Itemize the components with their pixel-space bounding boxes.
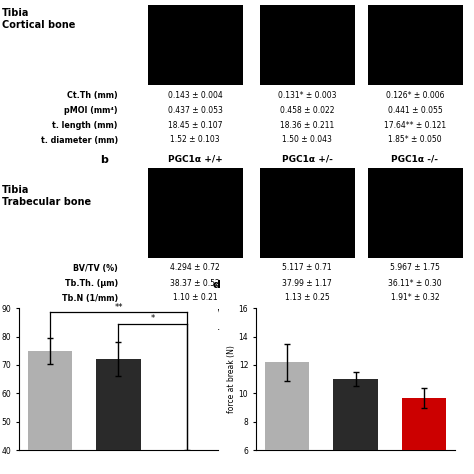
Text: 0.143 ± 0.004: 0.143 ± 0.004 xyxy=(168,91,222,100)
Text: Tibia
Trabecular bone: Tibia Trabecular bone xyxy=(2,185,91,207)
Text: D.Anisotropy: D.Anisotropy xyxy=(59,309,118,318)
Bar xyxy=(148,5,243,85)
Text: 1.13 ± 0.25: 1.13 ± 0.25 xyxy=(284,293,329,302)
Text: 17.64** ± 0.121: 17.64** ± 0.121 xyxy=(384,120,446,129)
Bar xyxy=(368,168,463,258)
Text: *: * xyxy=(151,314,155,323)
Text: 1.52 ± 0.103: 1.52 ± 0.103 xyxy=(170,136,220,145)
Text: 1.91* ± 0.32: 1.91* ± 0.32 xyxy=(391,293,439,302)
Bar xyxy=(401,398,446,474)
Text: 37.99 ± 1.17: 37.99 ± 1.17 xyxy=(282,279,332,288)
Bar xyxy=(368,5,463,85)
Text: PGC1α +/-: PGC1α +/- xyxy=(282,155,332,164)
Text: t. length (mm): t. length (mm) xyxy=(53,120,118,129)
Bar xyxy=(148,168,243,258)
Text: 5.117 ± 0.71: 5.117 ± 0.71 xyxy=(282,264,332,273)
Text: d: d xyxy=(212,280,220,290)
Text: 18.45 ± 0.107: 18.45 ± 0.107 xyxy=(168,120,222,129)
Bar xyxy=(164,456,209,474)
Text: Ct.Th (mm): Ct.Th (mm) xyxy=(67,91,118,100)
Text: pMOI (mm⁴): pMOI (mm⁴) xyxy=(64,106,118,115)
Text: 18.36 ± 0.211: 18.36 ± 0.211 xyxy=(280,120,334,129)
Text: 1.85* ± 0.050: 1.85* ± 0.050 xyxy=(388,136,442,145)
Text: 38.37 ± 0.52: 38.37 ± 0.52 xyxy=(170,279,220,288)
Text: **: ** xyxy=(114,302,123,311)
Text: 0.131* ± 0.003: 0.131* ± 0.003 xyxy=(278,91,336,100)
Text: Tb.Th. (μm): Tb.Th. (μm) xyxy=(65,279,118,288)
Text: 0.055 ± 0.01: 0.055 ± 0.01 xyxy=(170,323,220,332)
Text: 2.159 ± 0.17: 2.159 ± 0.17 xyxy=(170,309,220,318)
Text: 1.10 ± 0.21: 1.10 ± 0.21 xyxy=(173,293,217,302)
Text: b: b xyxy=(100,155,108,165)
Text: 0.126* ± 0.006: 0.126* ± 0.006 xyxy=(386,91,444,100)
Text: 4.294 ± 0.72: 4.294 ± 0.72 xyxy=(170,264,220,273)
Text: PGC1α +/+: PGC1α +/+ xyxy=(168,155,222,164)
Y-axis label: force at break (N): force at break (N) xyxy=(227,345,236,413)
Text: PGC1α -/-: PGC1α -/- xyxy=(392,155,438,164)
Text: Tibia
Cortical bone: Tibia Cortical bone xyxy=(2,8,75,29)
Text: 1.50 ± 0.043: 1.50 ± 0.043 xyxy=(282,136,332,145)
Text: 2.844* ± 0.17: 2.844* ± 0.17 xyxy=(388,309,442,318)
Bar xyxy=(260,168,355,258)
Text: Tb.N (1/mm): Tb.N (1/mm) xyxy=(62,293,118,302)
Text: 0.070 ± 0.01: 0.070 ± 0.01 xyxy=(282,323,332,332)
Text: 0.441 ± 0.055: 0.441 ± 0.055 xyxy=(388,106,442,115)
Bar xyxy=(260,5,355,85)
Text: 0.126* ± 0.01: 0.126* ± 0.01 xyxy=(388,323,442,332)
Bar xyxy=(96,359,141,474)
Text: 0.437 ± 0.053: 0.437 ± 0.053 xyxy=(168,106,222,115)
Text: BV/TV (%): BV/TV (%) xyxy=(73,264,118,273)
Text: 0.458 ± 0.022: 0.458 ± 0.022 xyxy=(280,106,334,115)
Text: BMD (mg HA/cm³): BMD (mg HA/cm³) xyxy=(38,323,118,332)
Text: 2.271 ± 0.12: 2.271 ± 0.12 xyxy=(283,309,332,318)
Bar xyxy=(28,351,73,474)
Bar xyxy=(265,362,310,474)
Text: t. diameter (mm): t. diameter (mm) xyxy=(41,136,118,145)
Text: 36.11* ± 0.30: 36.11* ± 0.30 xyxy=(388,279,442,288)
Bar xyxy=(333,379,378,474)
Text: 5.967 ± 1.75: 5.967 ± 1.75 xyxy=(390,264,440,273)
